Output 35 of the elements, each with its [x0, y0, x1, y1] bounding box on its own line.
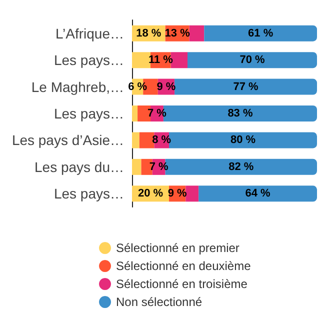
bar: [132, 106, 138, 122]
legend-label: Non sélectionné: [116, 295, 202, 309]
data-label: 82 %: [228, 160, 254, 173]
data-label: 77 %: [233, 80, 259, 93]
bar: [132, 52, 150, 68]
data-label: 20 %: [138, 188, 164, 200]
data-label: 18 %: [136, 27, 162, 40]
bar: [198, 186, 317, 202]
legend-label: Sélectionné en deuxième: [116, 259, 252, 273]
bar: [132, 158, 142, 175]
y-tick-label: Les pays…: [54, 186, 124, 202]
data-label: 9 %: [168, 188, 188, 200]
y-tick-label: Les pays…: [54, 106, 124, 122]
bar: [186, 186, 199, 202]
data-label: 61 %: [248, 27, 274, 40]
data-label: 70 %: [240, 54, 265, 66]
bar: [139, 132, 154, 148]
y-tick-label: L’Afrique…: [56, 25, 124, 42]
bar: [169, 132, 317, 148]
y-tick-label: Les pays…: [54, 52, 124, 68]
bar: [174, 78, 317, 95]
data-label: 11 %: [148, 54, 174, 66]
y-tick-label: Les pays d’Asie…: [12, 132, 124, 148]
bar: [189, 25, 204, 42]
data-label: 80 %: [230, 134, 256, 146]
bar: [132, 132, 140, 148]
y-tick-label: Les pays du…: [34, 158, 124, 175]
bar: [204, 25, 317, 42]
data-label: 13 %: [164, 27, 190, 40]
y-tick-label: Le Maghreb,…: [31, 78, 124, 95]
bar: [188, 52, 317, 68]
data-label: 64 %: [245, 188, 271, 200]
data-label: 83 %: [228, 108, 253, 120]
legend-label: Sélectionné en premier: [116, 241, 240, 255]
legend-label: Sélectionné en troisième: [116, 277, 248, 291]
